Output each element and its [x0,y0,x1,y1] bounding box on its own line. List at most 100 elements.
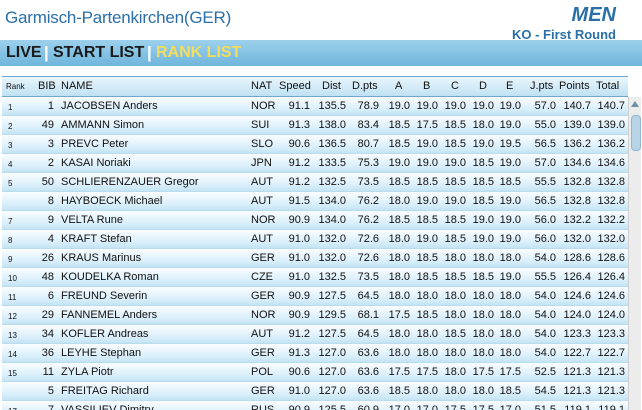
dpts-cell: 75.3 [357,157,379,169]
c-cell: 18.0 [444,347,466,359]
rank-cell: 15 [8,369,17,378]
tab-rank-list[interactable]: RANK LIST [156,44,242,61]
table-row[interactable]: 9 26 KRAUS Marinus GER 91.0 132.0 72.6 18.0 18.5… [2,249,628,268]
table-row[interactable]: 4 2 KASAI Noriaki JPN 91.2 133.5 75.3 19.0 19.0 1… [2,154,628,173]
nat-cell: NOR [251,309,276,321]
speed-cell: 91.0 [288,385,310,397]
name-cell: SCHLIERENZAUER Gregor [61,176,199,188]
a-cell: 19.0 [388,157,410,169]
table-row[interactable]: 8 HAYBOECK Michael AUT 91.5 134.0 76.2 18.0 19.… [2,192,628,211]
table-row[interactable]: 12 29 FANNEMEL Anders NOR 90.9 129.5 68.1 17.5 1… [2,306,628,325]
d-cell: 18.0 [472,328,494,340]
tab-start-list[interactable]: START LIST [53,44,145,61]
jpts-cell: 54.0 [534,328,556,340]
jpts-cell: 54.0 [534,290,556,302]
col-name: NAME [61,80,93,92]
c-cell: 18.0 [444,290,466,302]
tab-live[interactable]: LIVE [6,44,42,61]
c-cell: 17.5 [444,404,466,410]
table-row[interactable]: 5 50 SCHLIERENZAUER Gregor AUT 91.2 132.5 73.5… [2,173,628,192]
nav-separator: | [147,43,152,62]
c-cell: 18.5 [444,214,466,226]
dist-cell: 127.0 [318,366,346,378]
d-cell: 18.5 [472,271,494,283]
name-cell: HAYBOECK Michael [61,195,163,207]
d-cell: 18.0 [472,309,494,321]
e-cell: 19.5 [499,138,521,150]
total-cell: 132.8 [597,176,625,188]
speed-cell: 91.2 [288,176,310,188]
jpts-cell: 51.5 [534,404,556,410]
rank-table: Rank BIB NAME NAT Speed Dist D.pts A B C… [0,70,642,410]
table-row[interactable]: 10 48 KOUDELKA Roman CZE 91.0 132.5 73.5 18.0 18… [2,268,628,287]
scrollbar-thumb[interactable] [631,115,641,151]
dpts-cell: 68.1 [357,309,379,321]
name-cell: KRAUS Marinus [61,252,142,264]
e-cell: 19.0 [499,100,521,112]
name-cell: KOFLER Andreas [61,328,149,340]
total-cell: 124.0 [597,309,625,321]
e-cell: 18.0 [499,347,521,359]
bib-cell: 8 [47,195,54,207]
a-cell: 18.0 [388,233,410,245]
e-cell: 18.0 [499,328,521,340]
points-cell: 128.6 [563,252,591,264]
rank-cell: 2 [8,122,13,131]
total-cell: 136.2 [597,138,625,150]
name-cell: JACOBSEN Anders [61,100,158,112]
b-cell: 19.0 [416,195,438,207]
a-cell: 18.5 [388,138,410,150]
name-cell: PREVC Peter [61,138,129,150]
points-cell: 136.2 [563,138,591,150]
table-row[interactable]: 7 9 VELTA Rune NOR 90.9 134.0 76.2 18.5 18.5 18.5… [2,211,628,230]
total-cell: 121.3 [597,385,625,397]
c-cell: 18.5 [444,119,466,131]
points-cell: 134.6 [563,157,591,169]
table-row[interactable]: 3 3 PREVC Peter SLO 90.6 136.5 80.7 18.5 19.0 18.… [2,135,628,154]
speed-cell: 91.1 [288,100,310,112]
bib-cell: 29 [41,309,54,321]
dpts-cell: 80.7 [357,138,379,150]
bib-cell: 26 [41,252,54,264]
vertical-scrollbar[interactable] [628,97,641,410]
table-row[interactable]: 11 6 FREUND Severin GER 90.9 127.5 64.5 18.0 18.… [2,287,628,306]
a-cell: 18.0 [388,195,410,207]
dist-cell: 127.0 [318,347,346,359]
c-cell: 18.5 [444,176,466,188]
points-cell: 132.2 [563,214,591,226]
bib-cell: 36 [41,347,54,359]
table-row[interactable]: 17 7 VASSILIEV Dimitry RUS 90.9 125.5 60.9 17.0… [2,401,628,410]
total-cell: 132.2 [597,214,625,226]
dist-cell: 133.5 [318,157,346,169]
table-row[interactable]: 2 49 AMMANN Simon SUI 91.3 138.0 83.4 18.5 17.5 1… [2,116,628,135]
rank-cell: 13 [8,331,17,340]
col-bib: BIB [38,80,56,92]
points-cell: 124.6 [563,290,591,302]
table-row[interactable]: 14 36 LEYHE Stephan GER 91.3 127.0 63.6 18.0 18.… [2,344,628,363]
dist-cell: 132.5 [318,176,346,188]
points-cell: 119.1 [564,404,591,410]
col-a: A [395,80,403,92]
e-cell: 18.5 [499,385,521,397]
dist-cell: 125.5 [318,404,346,410]
rank-cell: 8 [8,236,13,245]
table-row[interactable]: 15 11 ZYLA Piotr POL 90.6 127.0 63.6 17.5 17.5 18… [2,363,628,382]
table-row[interactable]: 5 FREITAG Richard GER 91.0 127.0 63.6 18.5 18.0… [2,382,628,401]
b-cell: 19.0 [416,233,438,245]
name-cell: ZYLA Piotr [61,366,114,378]
dist-cell: 134.0 [318,195,346,207]
table-row[interactable]: 1 1 JACOBSEN Anders NOR 91.1 135.5 78.9 19.0 19.… [2,97,628,116]
b-cell: 18.5 [416,176,438,188]
c-cell: 19.0 [444,157,466,169]
bib-cell: 4 [47,233,54,245]
table-row[interactable]: 8 4 KRAFT Stefan AUT 91.0 132.0 72.6 18.0 19.0 18… [2,230,628,249]
dpts-cell: 63.6 [357,366,379,378]
bib-cell: 11 [42,366,54,378]
b-cell: 18.5 [416,214,438,226]
dist-cell: 127.5 [318,290,346,302]
b-cell: 18.5 [416,252,438,264]
name-cell: KASAI Noriaki [61,157,131,169]
scroll-up-arrow-icon[interactable] [630,99,640,109]
table-row[interactable]: 13 34 KOFLER Andreas AUT 91.2 127.5 64.5 18.0 18… [2,325,628,344]
a-cell: 18.5 [388,214,410,226]
